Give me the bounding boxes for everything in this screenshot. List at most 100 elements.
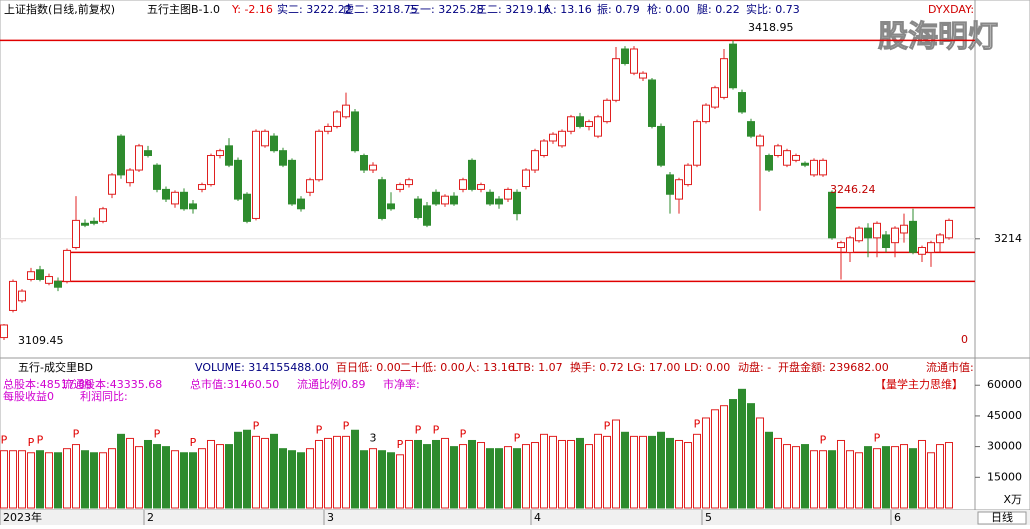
- candle-body: [576, 116, 584, 127]
- candle-body: [531, 150, 539, 171]
- info-text: 总市值:31460.50: [190, 377, 279, 391]
- candle-body: [495, 198, 503, 205]
- candle-body: [657, 125, 665, 166]
- y-tick-label: 60000: [987, 378, 1022, 391]
- volume-bar: [855, 452, 863, 509]
- header-readout: 三一: 3225.28: [409, 3, 484, 16]
- candle-body: [864, 227, 872, 239]
- volume-bar: [162, 446, 170, 509]
- volume-readout: LTB: 1.07: [512, 361, 563, 374]
- candle-body: [252, 130, 260, 219]
- volume-flag: P: [460, 428, 467, 441]
- candle-body: [567, 116, 575, 132]
- candle-body: [693, 121, 701, 166]
- unit-label: X万: [1003, 493, 1022, 506]
- candle-body: [36, 269, 44, 280]
- candle-body: [207, 155, 215, 186]
- volume-bar: [45, 452, 53, 509]
- volume-bar: [783, 444, 791, 509]
- volume-bar: [567, 439, 575, 509]
- volume-bar: [810, 450, 818, 509]
- info-text: 流通比例0.89: [297, 377, 366, 391]
- candle-body: [801, 162, 809, 166]
- header-readout: 虚二: 3218.75: [343, 3, 418, 16]
- volume-bar: [324, 437, 332, 509]
- header-readout: 腿: 0.22: [697, 3, 740, 16]
- volume-bar: [405, 439, 413, 509]
- header-right: DYXDAY:: [928, 3, 974, 16]
- candle-body: [711, 87, 719, 108]
- volume-bar: [828, 450, 836, 509]
- volume-readout: LD: 0.00: [684, 361, 730, 374]
- volume-readout: 百日低: 0.00: [336, 361, 401, 374]
- header-readout: 人: 13.16: [542, 3, 592, 16]
- candle-body: [0, 324, 8, 339]
- volume-bar: [720, 405, 728, 509]
- candle-body: [243, 193, 251, 222]
- volume-bar: [549, 435, 557, 509]
- volume-bar: [477, 442, 485, 509]
- info-text: 市净率:: [383, 377, 420, 391]
- candle-body: [558, 130, 566, 147]
- volume-bar: [585, 444, 593, 509]
- volume-readout: 二十低: 0.00: [400, 360, 465, 374]
- candle-body: [27, 271, 35, 280]
- volume-flag: P: [73, 428, 80, 441]
- x-tick-label: 2023年: [3, 510, 42, 524]
- candle-body: [774, 145, 782, 157]
- annotation: 3109.45: [18, 334, 64, 347]
- header-readout: Y: -2.16: [231, 3, 273, 16]
- candle-body: [594, 116, 602, 137]
- volume-bar: [378, 450, 386, 509]
- candle-body: [153, 164, 161, 190]
- candle-body: [261, 130, 269, 147]
- volume-bar: [819, 450, 827, 509]
- candle-body: [909, 220, 917, 253]
- volume-bar: [603, 435, 611, 509]
- volume-flag: P: [37, 434, 44, 447]
- candle-body: [378, 179, 386, 219]
- candle-body: [333, 111, 341, 127]
- annotation: 3246.24: [830, 183, 876, 196]
- candle-body: [369, 164, 377, 171]
- candle-body: [432, 191, 440, 205]
- period-button[interactable]: [977, 511, 1027, 525]
- period-button-label[interactable]: 日线: [991, 510, 1013, 524]
- candle-body: [675, 179, 683, 200]
- volume-bar: [882, 446, 890, 509]
- candle-body: [783, 150, 791, 166]
- candle-body: [684, 164, 692, 186]
- volume-bar: [504, 446, 512, 509]
- volume-flag: P: [28, 436, 35, 449]
- volume-bar: [792, 446, 800, 509]
- volume-bar: [927, 452, 935, 509]
- candle-body: [648, 79, 656, 127]
- volume-bar: [126, 437, 134, 509]
- volume-bar: [414, 439, 422, 509]
- candle-body: [747, 121, 755, 137]
- header-readout: 实比: 0.73: [746, 2, 800, 16]
- volume-bar: [873, 448, 881, 509]
- volume-bar: [171, 450, 179, 509]
- volume-flag: P: [820, 434, 827, 447]
- x-tick-label: 2: [147, 511, 154, 524]
- volume-bar: [576, 437, 584, 509]
- candle-body: [162, 188, 170, 200]
- volume-bar: [198, 448, 206, 509]
- volume-flag: P: [253, 419, 260, 432]
- info-text: 流通股本:43335.68: [62, 377, 162, 391]
- volume-bar: [468, 439, 476, 509]
- volume-bar: [270, 433, 278, 509]
- y-tick-label: 45000: [987, 409, 1022, 422]
- candle-body: [900, 224, 908, 234]
- volume-bar: [774, 437, 782, 509]
- candle-body: [297, 198, 305, 210]
- volume-bar: [9, 450, 17, 509]
- volume-bar: [396, 454, 404, 509]
- candle-body: [99, 208, 107, 222]
- volume-bar: [531, 442, 539, 509]
- volume-bar: [918, 439, 926, 509]
- info-text: 利润同比:: [80, 389, 128, 403]
- volume-bar: [288, 450, 296, 509]
- watermark: 股海明灯: [878, 20, 998, 55]
